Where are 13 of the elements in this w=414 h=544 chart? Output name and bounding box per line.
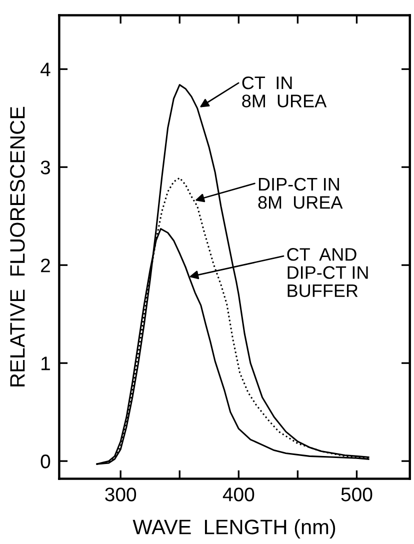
y-axis-title: RELATIVE FLUORESCENCE [10, 106, 25, 386]
annotation: CT AND DIP-CT IN BUFFER [287, 248, 368, 298]
annotation: CT IN 8M UREA [242, 76, 327, 108]
x-tick-label: 300 [105, 488, 136, 502]
x-tick-label: 400 [222, 488, 254, 502]
annotation: DIP-CT IN 8M UREA [258, 178, 343, 209]
y-tick-label: 3 [40, 160, 50, 174]
y-tick-label: 1 [42, 356, 50, 370]
y-tick-label: 4 [40, 62, 50, 76]
x-tick-label: 500 [341, 488, 372, 502]
y-tick-label: 0 [40, 454, 50, 468]
y-tick-label: 2 [41, 258, 50, 272]
x-axis-title: WAVE LENGTH (nm) [132, 519, 336, 538]
